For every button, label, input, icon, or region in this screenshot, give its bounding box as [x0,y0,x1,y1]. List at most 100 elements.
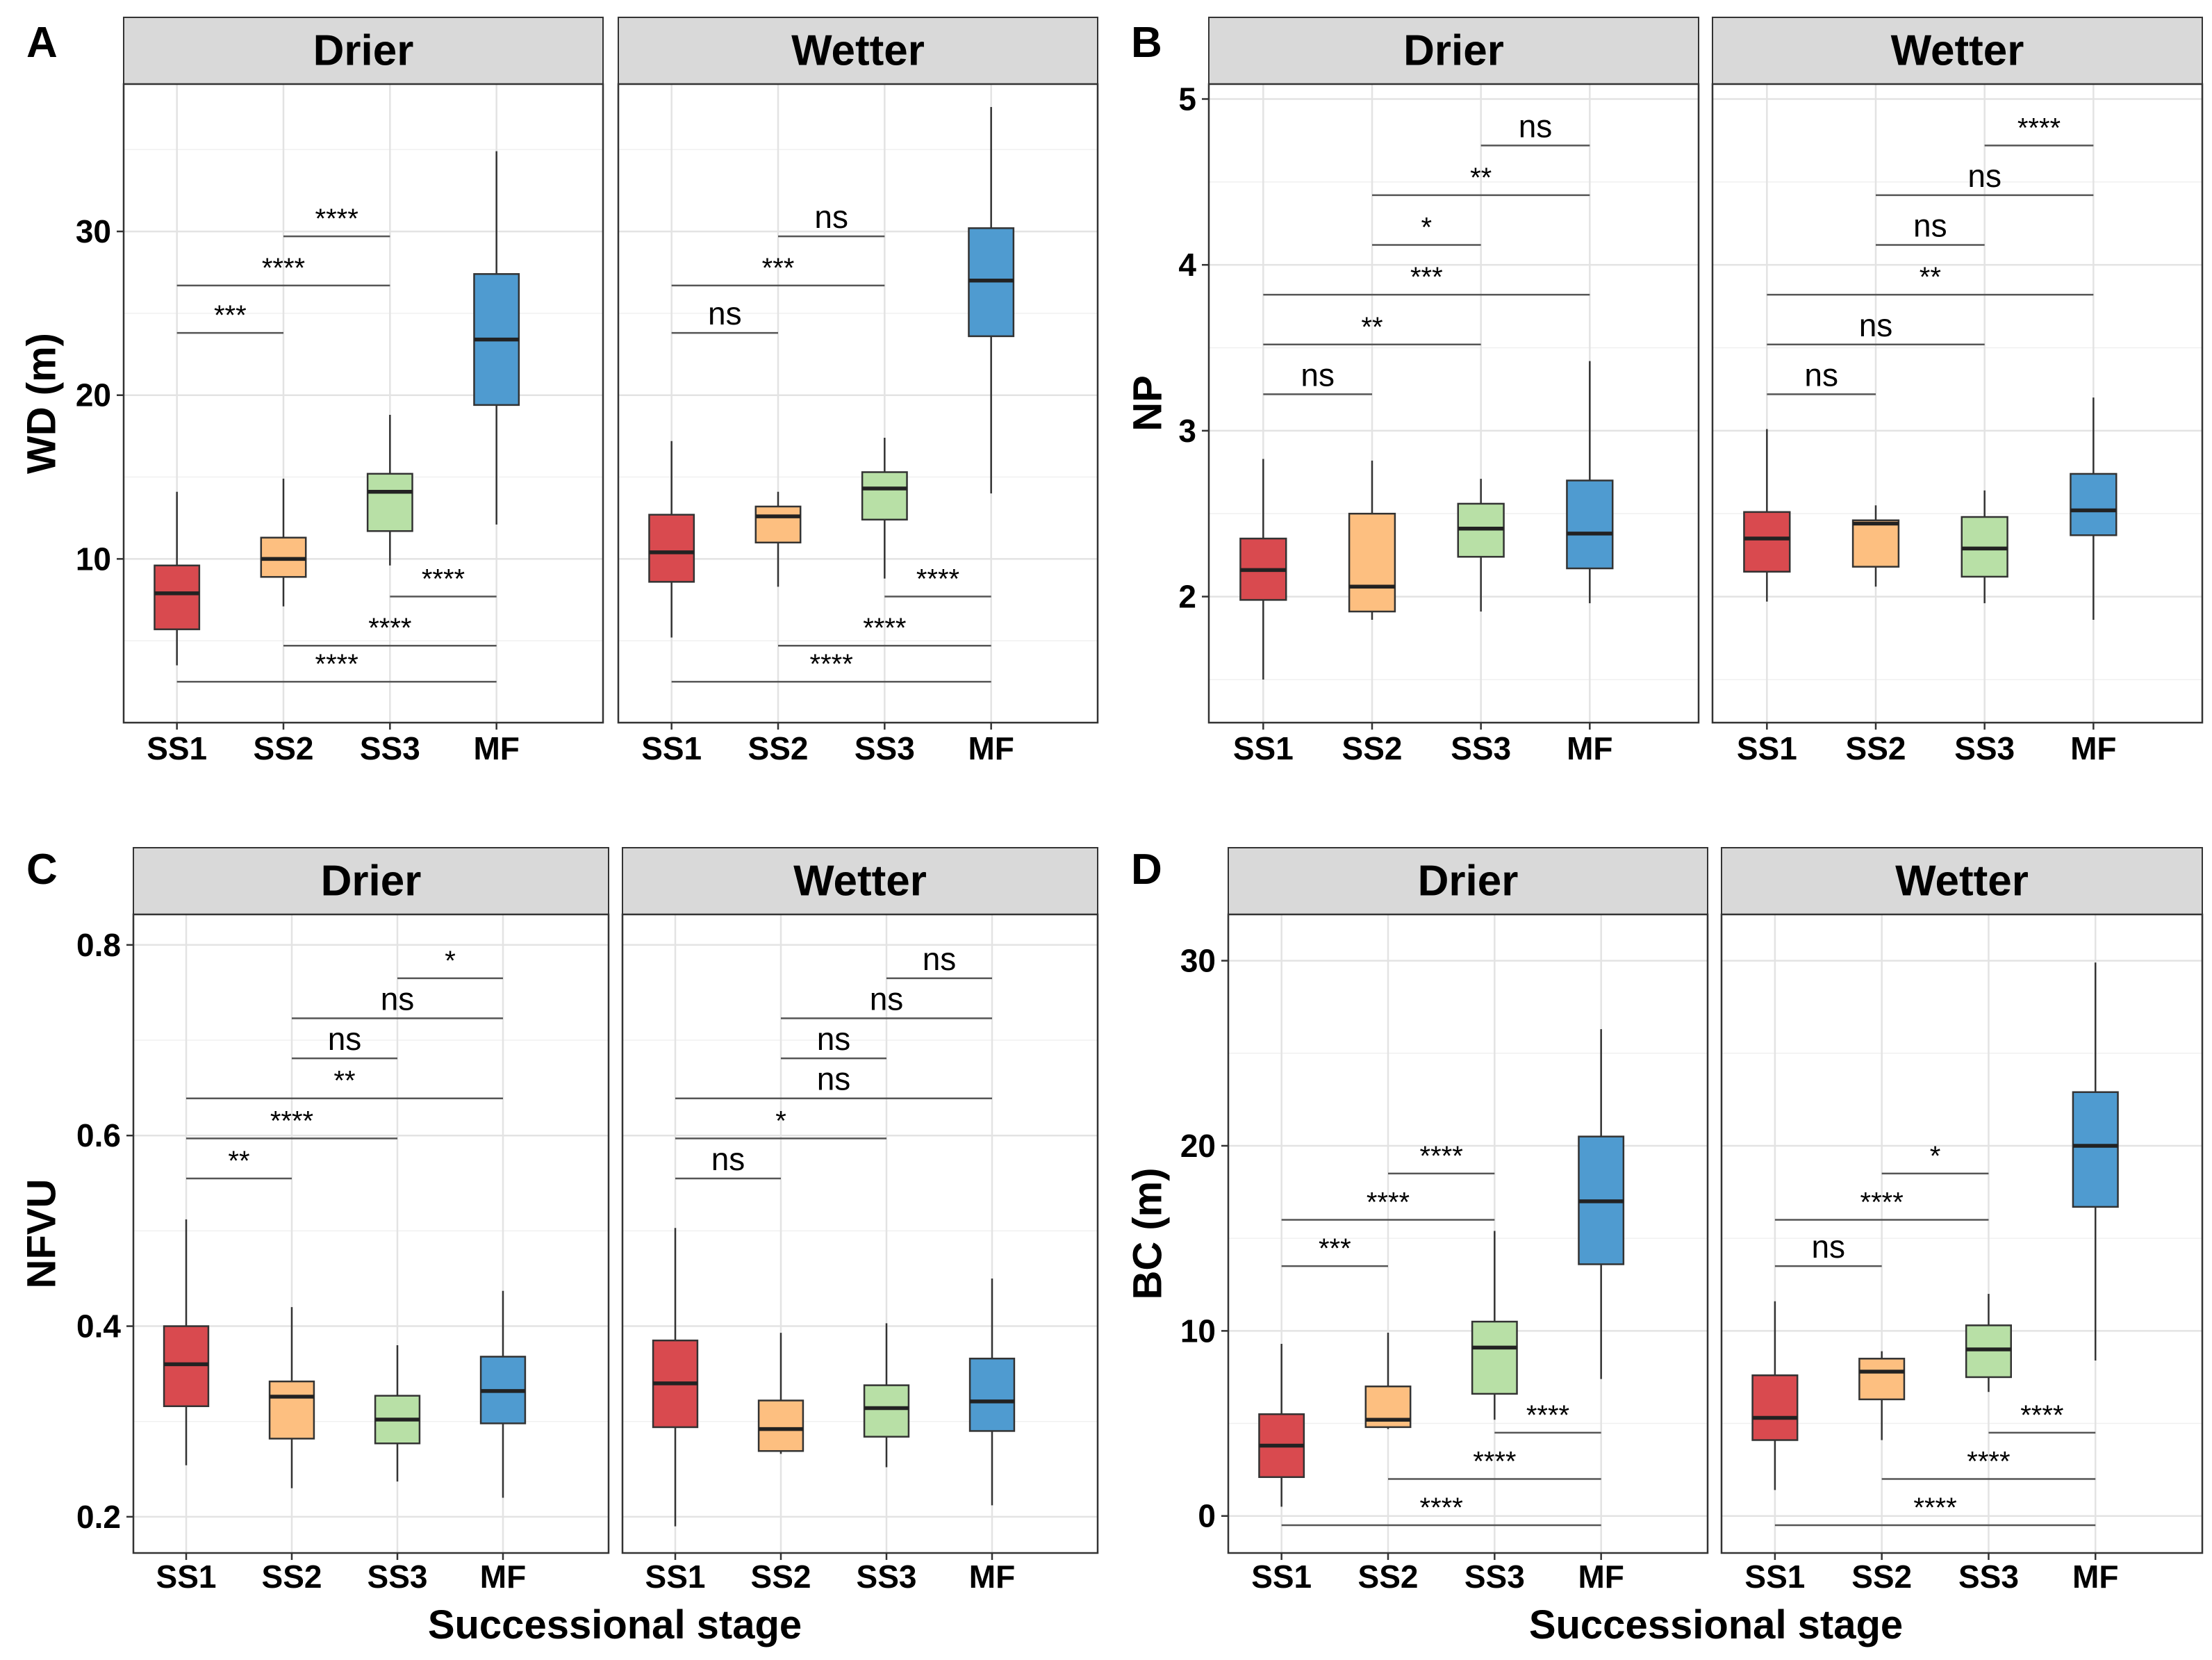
significance-label: ns [328,1021,362,1057]
x-tick-label: MF [968,730,1014,766]
plot-area [622,914,1098,1553]
significance-label: **** [262,253,305,283]
boxplot-ss1 [154,491,201,666]
plot-area [1228,914,1708,1553]
boxplot-ss3 [863,1323,910,1468]
significance-label: **** [1526,1400,1569,1431]
y-tick-label: 0.6 [76,1117,121,1153]
facet-strip-label: Wetter [791,27,925,75]
boxplot-ss2 [1851,505,1900,587]
boxplot-ss2 [757,1333,804,1454]
significance-label: ** [333,1066,355,1096]
significance-label: **** [2020,1400,2063,1431]
x-tick-label: SS3 [368,1559,428,1595]
y-tick-label: 10 [76,541,111,577]
significance-label: **** [1473,1446,1516,1477]
panel-letter: D [1131,846,1162,894]
panel-border [1227,913,1709,1554]
x-tick-label: SS1 [1737,730,1797,766]
box [1858,1358,1906,1401]
x-tick-label: SS1 [1233,730,1294,766]
box [757,1399,804,1452]
significance-label: **** [1420,1493,1463,1523]
significance-label: *** [1319,1233,1351,1264]
y-axis-title: WD (m) [19,333,65,474]
significance-label: **** [2017,113,2061,143]
boxplot-mf [1578,1029,1625,1379]
panel-border [617,83,1099,724]
box [1566,479,1614,570]
significance-label: **** [863,613,906,643]
significance-label: ns [711,1141,745,1177]
boxplot-ss2 [1364,1333,1412,1429]
panel-d: DBC (m)Drier***********************SS1 SS… [1125,846,2204,1595]
box [968,1357,1016,1432]
x-tick-label: SS2 [1342,730,1403,766]
boxplot-mf [2072,962,2119,1361]
box [1751,1374,1799,1441]
boxplot-mf [1566,361,1614,604]
significance-label: **** [1420,1141,1463,1172]
boxplot-mf [479,1290,527,1498]
box [2070,472,2118,536]
boxplot-ss1 [1743,429,1791,602]
significance-label: *** [1410,262,1443,293]
box [1348,512,1396,613]
significance-label: ns [1804,356,1838,393]
significance-label: ns [1519,108,1553,144]
facet-drier: Drier***********************SS1 SS2 SS3 MF0… [1180,847,1709,1595]
box [268,1380,315,1440]
significance-label: *** [762,253,795,283]
significance-label: ** [1470,163,1492,193]
boxplot-ss1 [1751,1301,1799,1490]
significance-label: * [445,946,456,976]
significance-label: ** [1920,262,1941,293]
y-axis-title: NFVU [19,1179,65,1289]
plot-area [1722,914,2202,1553]
x-tick-label: SS3 [1958,1559,2019,1595]
boxplot-ss1 [1239,459,1287,680]
facet-strip-label: Drier [313,27,414,75]
boxplot-ss1 [652,1228,699,1527]
boxplot-ss1 [648,441,695,638]
boxplot-mf [968,1278,1016,1506]
significance-label: **** [1860,1188,1904,1218]
significance-label: **** [368,613,411,643]
panel-border [1720,913,2204,1554]
boxplot-ss3 [1961,490,2008,604]
x-tick-label: SS2 [1851,1559,1912,1595]
facet-wetter: Wetter ns *** ns **** **** **** SS1 SS2 SS3 MF [617,17,1099,766]
facet-wetter: Wetter*****ns************SS1 SS2 SS3 MF [1720,847,2204,1595]
facet-strip-label: Wetter [1895,857,2029,905]
y-tick-label: 20 [76,377,111,413]
boxplot-ss3 [1457,479,1505,612]
panel-a: AWD (m)Drier***********************SS1 SS… [19,17,1099,766]
x-tick-label: MF [2072,1559,2118,1595]
boxplot-ss3 [861,437,908,579]
x-tick-label: SS1 [641,730,702,766]
significance-label: * [1421,213,1433,243]
significance-label: **** [916,564,959,595]
boxplot-ss2 [1348,460,1396,621]
x-tick-label: SS2 [748,730,809,766]
significance-label: **** [810,649,853,680]
y-tick-label: 20 [1180,1128,1216,1164]
x-tick-label: SS2 [1358,1559,1419,1595]
boxplot-ss1 [1258,1343,1305,1507]
x-tick-label: SS3 [855,730,915,766]
panel-border [1711,83,2204,724]
boxplot-ss3 [1965,1294,2012,1392]
x-axis-title: Successional stage [428,1602,802,1647]
facet-strip-label: Drier [1418,857,1519,905]
x-tick-label: MF [473,730,519,766]
significance-label: **** [1913,1493,1956,1523]
boxplot-ss1 [163,1219,210,1465]
y-tick-label: 0 [1198,1498,1216,1534]
significance-label: **** [1967,1446,2010,1477]
significance-label: ns [708,295,742,331]
x-tick-label: MF [1578,1559,1624,1595]
plot-area [1209,84,1699,723]
